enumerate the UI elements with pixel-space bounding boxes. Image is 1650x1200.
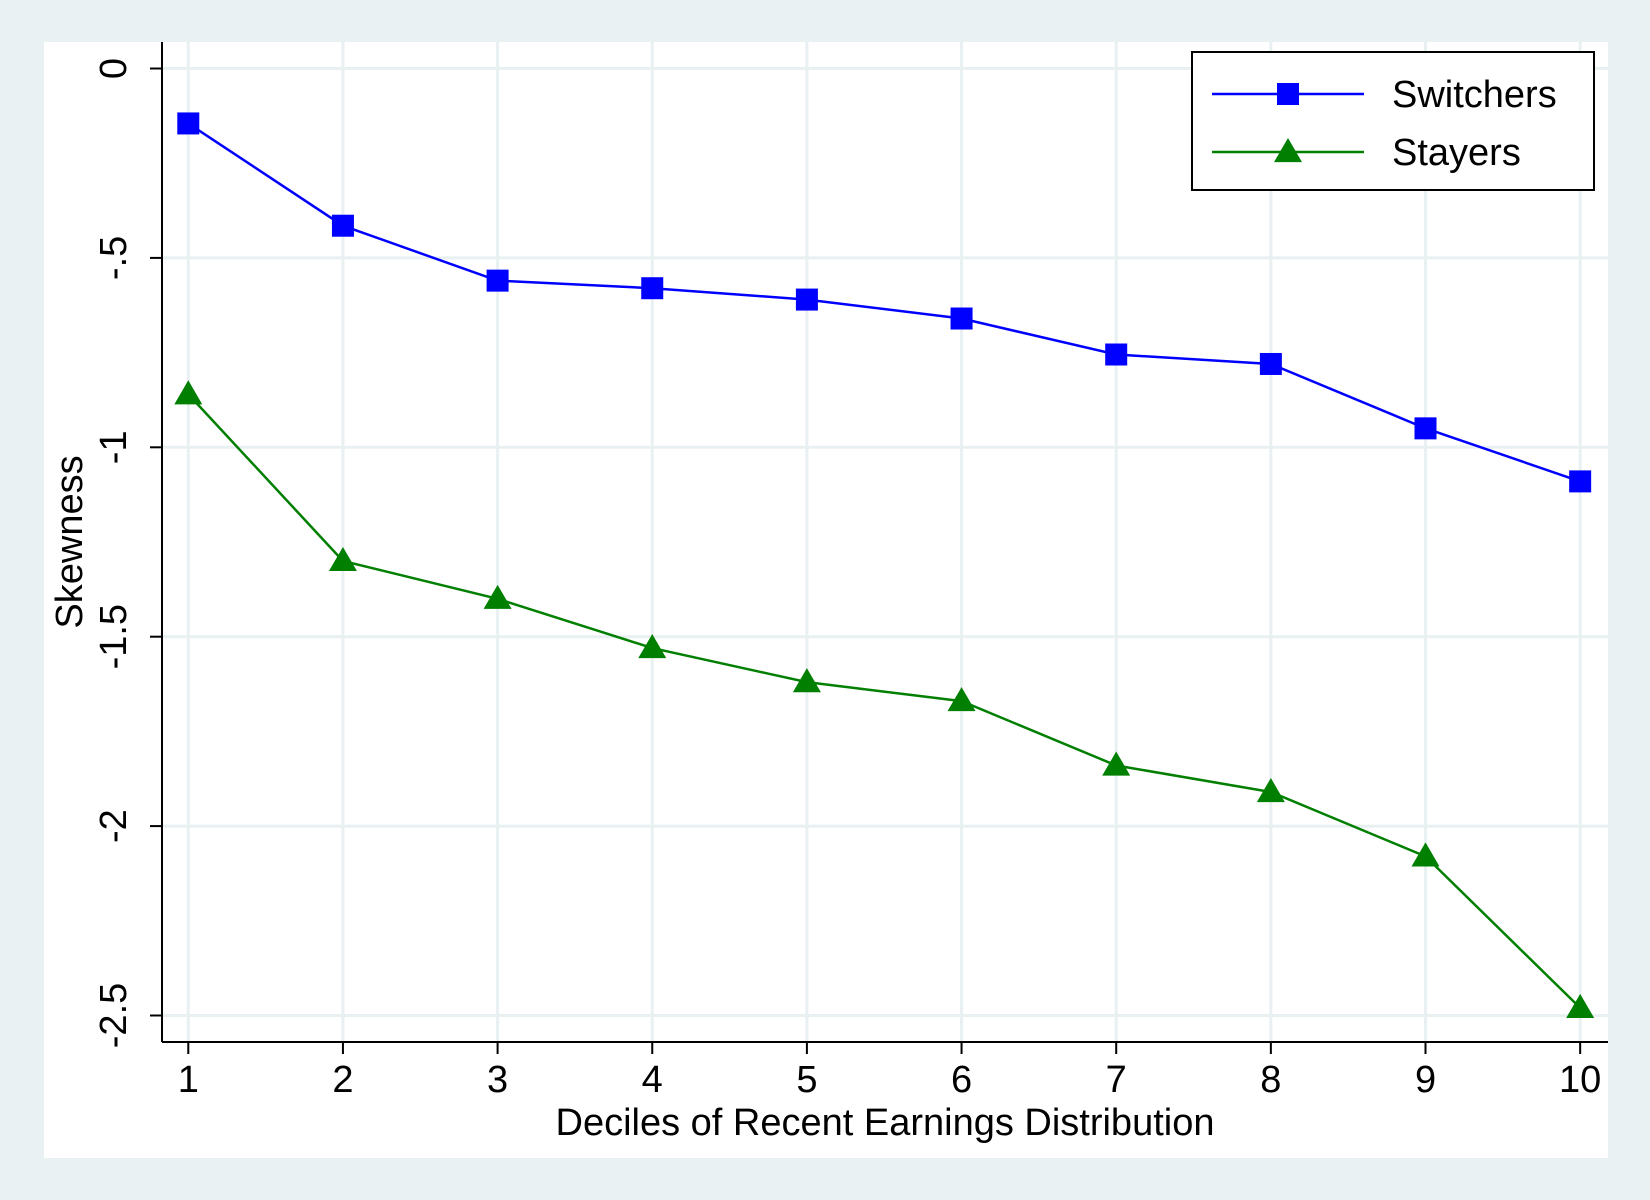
stayers-point [1256,778,1285,803]
x-tick-label: 8 [1260,1059,1281,1101]
stayers-point [1566,993,1595,1018]
y-tick-label: 0 [93,58,135,79]
stayers-point [1102,751,1131,776]
x-tick-label: 9 [1415,1059,1436,1101]
stayers-point [328,546,357,572]
legend-switchers-label: Switchers [1392,74,1557,116]
switchers-point [1259,352,1282,375]
y-tick-label: -1.5 [93,604,135,669]
axes-layer: 1 2 3 4 5 6 7 8 9 10 0 -.5 -1 -1.5 -2 -2.5 [93,42,1608,1101]
y-tick-label: -.5 [93,236,135,280]
x-tick-label: 2 [332,1059,353,1101]
legend-stayers-marker [1274,138,1302,163]
switchers-point [486,269,509,292]
x-tick-label: 1 [178,1059,199,1101]
chart-frame: 1 2 3 4 5 6 7 8 9 10 0 -.5 -1 -1.5 -2 -2.5 Switchers Sta… [44,42,1608,1158]
y-tick-label: -1 [93,430,135,464]
y-tick-label: -2 [93,809,135,843]
grid-layer [162,42,1608,1042]
stayers-point [947,687,976,712]
x-tick-label: 7 [1106,1059,1127,1101]
stayers-point [638,634,667,659]
stayers-point [1411,842,1440,867]
switchers-point [177,112,200,135]
stayers-line [187,393,1582,1009]
stayers-point [792,668,821,693]
x-tick-label: 4 [642,1059,663,1101]
chart-svg: 1 2 3 4 5 6 7 8 9 10 0 -.5 -1 -1.5 -2 -2.5 Switchers Sta… [49,42,1608,1144]
x-tick-label: 5 [796,1059,817,1101]
switchers-point [1105,343,1128,366]
switchers-point [641,277,664,300]
legend-stayers-label: Stayers [1392,132,1521,174]
x-tick-label: 6 [951,1059,972,1101]
legend: Switchers Stayers [1191,51,1595,191]
legend-box [1191,51,1595,191]
stayers-point [483,584,512,609]
series-layer [174,112,1595,1018]
switchers-point [1569,470,1592,493]
y-tick-label: -2.5 [93,983,135,1048]
stayers-point [174,380,203,405]
x-tick-label: 3 [487,1059,508,1101]
x-tick-label: 10 [1559,1059,1601,1101]
switchers-point [1414,417,1437,440]
switchers-point [795,288,818,311]
x-axis-title: Deciles of Recent Earnings Distribution [556,1102,1215,1144]
switchers-line [187,122,1581,483]
y-axis-title: Skewness [49,455,91,628]
switchers-point [331,214,354,237]
legend-switchers-marker [1277,83,1299,105]
switchers-point [950,307,973,330]
